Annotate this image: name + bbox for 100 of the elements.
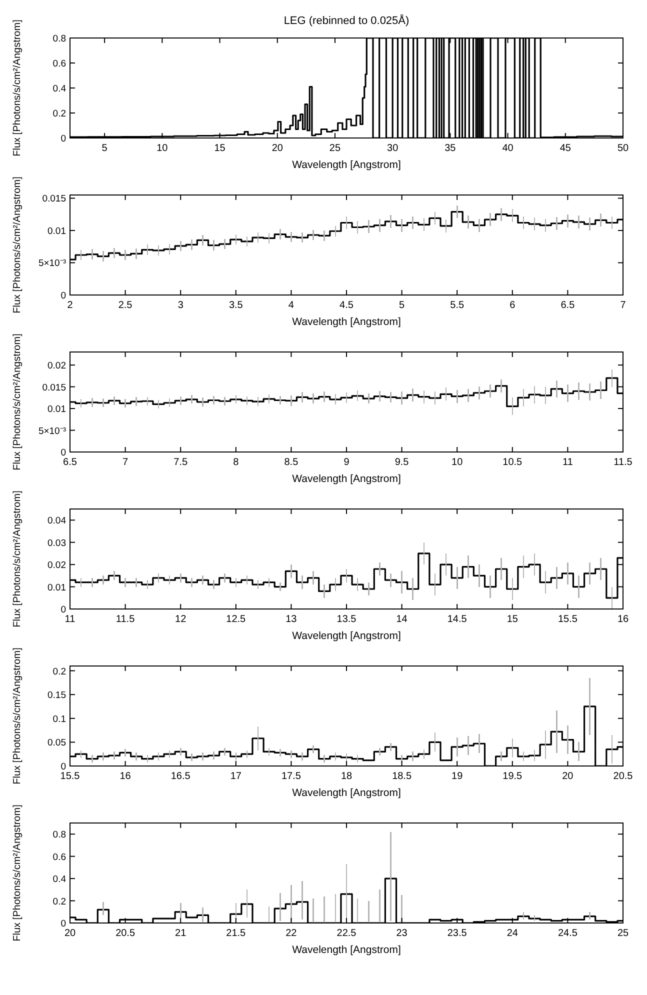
x-tick-label: 15.5 — [558, 614, 578, 625]
y-tick-label: 0 — [60, 604, 66, 616]
x-tick-label: 15 — [214, 143, 226, 154]
x-tick-label: 8.5 — [284, 457, 299, 468]
y-tick-label: 0.02 — [48, 360, 66, 372]
x-tick-label: 12 — [175, 614, 187, 625]
x-tick-label: 7 — [122, 457, 129, 468]
y-tick-label: 0 — [60, 448, 66, 458]
x-tick-label: 4.5 — [340, 300, 354, 311]
x-tick-label: 10 — [452, 457, 464, 468]
x-tick-label: 9 — [344, 457, 350, 468]
x-tick-label: 16 — [617, 614, 629, 625]
x-tick-label: 3 — [178, 300, 184, 311]
x-tick-label: 10 — [156, 143, 168, 154]
x-tick-label: 24.5 — [558, 928, 578, 939]
y-tick-label: 0.8 — [52, 830, 66, 841]
x-tick-label: 22 — [286, 928, 298, 939]
y-tick-label: 0.015 — [42, 194, 66, 205]
x-tick-label: 30 — [387, 143, 399, 154]
x-axis-title: Wavelength [Angstrom] — [292, 316, 401, 328]
chart-title: LEG (rebinned to 0.025Å) — [284, 14, 410, 27]
x-tick-label: 5 — [399, 300, 406, 311]
x-tick-label: 23.5 — [447, 928, 468, 939]
x-tick-label: 21.5 — [226, 928, 246, 939]
x-tick-label: 20 — [562, 771, 574, 782]
x-tick-label: 50 — [617, 143, 629, 154]
y-tick-label: 0.01 — [48, 404, 66, 416]
x-tick-label: 2 — [67, 300, 74, 311]
x-axis-title: Wavelength [Angstrom] — [292, 630, 401, 642]
x-tick-label: 17.5 — [281, 771, 302, 782]
x-tick-label: 11.5 — [614, 457, 633, 468]
y-tick-label: 0.6 — [52, 58, 66, 70]
y-tick-label: 0.02 — [48, 560, 66, 572]
x-tick-label: 11 — [64, 614, 76, 625]
x-axis-title: Wavelength [Angstrom] — [292, 159, 401, 171]
y-tick-label: 0.4 — [52, 874, 66, 886]
y-tick-label: 5×10⁻³ — [38, 258, 66, 270]
x-tick-label: 11.5 — [116, 614, 136, 625]
y-tick-label: 0.6 — [52, 852, 66, 863]
x-tick-label: 4 — [288, 300, 294, 311]
x-tick-label: 15 — [506, 614, 518, 625]
y-tick-label: 0.15 — [48, 690, 66, 702]
x-tick-label: 15.5 — [60, 771, 80, 782]
x-tick-label: 40 — [502, 143, 514, 154]
x-axis-title: Wavelength [Angstrom] — [292, 944, 401, 956]
x-tick-label: 20 — [64, 928, 76, 939]
y-tick-label: 0.015 — [42, 382, 66, 394]
x-tick-label: 25 — [329, 143, 341, 154]
x-tick-label: 21 — [175, 928, 187, 939]
y-axis-title: Flux [Photons/s/cm²/Angstrom] — [12, 333, 23, 470]
y-tick-label: 0.05 — [48, 738, 66, 749]
y-tick-label: 0.01 — [48, 582, 66, 594]
x-tick-label: 12.5 — [226, 614, 246, 625]
x-tick-label: 7 — [620, 300, 626, 311]
x-tick-label: 14 — [396, 614, 408, 625]
y-tick-label: 0.01 — [48, 226, 66, 237]
y-axis-title: Flux [Photons/s/cm²/Angstrom] — [12, 19, 23, 156]
y-tick-label: 0.2 — [52, 666, 66, 678]
x-tick-label: 10.5 — [502, 457, 523, 468]
x-tick-label: 23 — [396, 928, 408, 939]
y-tick-label: 0.8 — [52, 34, 66, 44]
x-tick-label: 6.5 — [560, 300, 576, 311]
x-tick-label: 11 — [562, 457, 574, 468]
y-axis-title: Flux [Photons/s/cm²/Angstrom] — [12, 647, 23, 784]
x-tick-label: 14.5 — [447, 614, 468, 625]
x-tick-label: 13.5 — [336, 614, 357, 625]
x-tick-label: 3.5 — [228, 300, 244, 311]
y-tick-label: 0 — [60, 290, 66, 302]
y-axis-title: Flux [Photons/s/cm²/Angstrom] — [12, 176, 23, 314]
y-tick-label: 0 — [60, 762, 66, 772]
x-tick-label: 16.5 — [170, 771, 191, 782]
x-tick-label: 6 — [510, 300, 516, 311]
x-tick-label: 20.5 — [116, 928, 136, 939]
x-axis-title: Wavelength [Angstrom] — [292, 473, 401, 485]
x-tick-label: 19.5 — [502, 771, 523, 782]
x-tick-label: 7.5 — [174, 457, 188, 468]
x-tick-label: 13 — [286, 614, 298, 625]
x-tick-label: 18 — [340, 771, 352, 782]
x-tick-label: 24 — [506, 928, 518, 939]
x-tick-label: 19 — [452, 771, 464, 782]
y-tick-label: 0.2 — [52, 896, 66, 908]
x-tick-label: 9.5 — [394, 457, 410, 468]
x-axis-title: Wavelength [Angstrom] — [292, 787, 401, 799]
x-tick-label: 8 — [233, 457, 240, 468]
x-tick-label: 20.5 — [613, 771, 634, 782]
y-tick-label: 0.2 — [52, 108, 66, 120]
x-tick-label: 20 — [272, 143, 284, 154]
y-tick-label: 0 — [60, 918, 66, 930]
x-tick-label: 16 — [120, 771, 132, 782]
x-tick-label: 25 — [617, 928, 629, 939]
y-axis-title: Flux [Photons/s/cm²/Angstrom] — [12, 804, 23, 942]
x-tick-label: 5 — [102, 143, 108, 154]
x-tick-label: 18.5 — [392, 771, 412, 782]
x-tick-label: 6.5 — [63, 457, 78, 468]
y-tick-label: 0.03 — [48, 538, 66, 549]
y-tick-label: 0.04 — [48, 516, 66, 527]
x-tick-label: 17 — [230, 771, 242, 782]
x-tick-label: 22.5 — [336, 928, 357, 939]
x-tick-label: 35 — [444, 143, 456, 154]
y-tick-label: 5×10⁻³ — [38, 426, 66, 437]
